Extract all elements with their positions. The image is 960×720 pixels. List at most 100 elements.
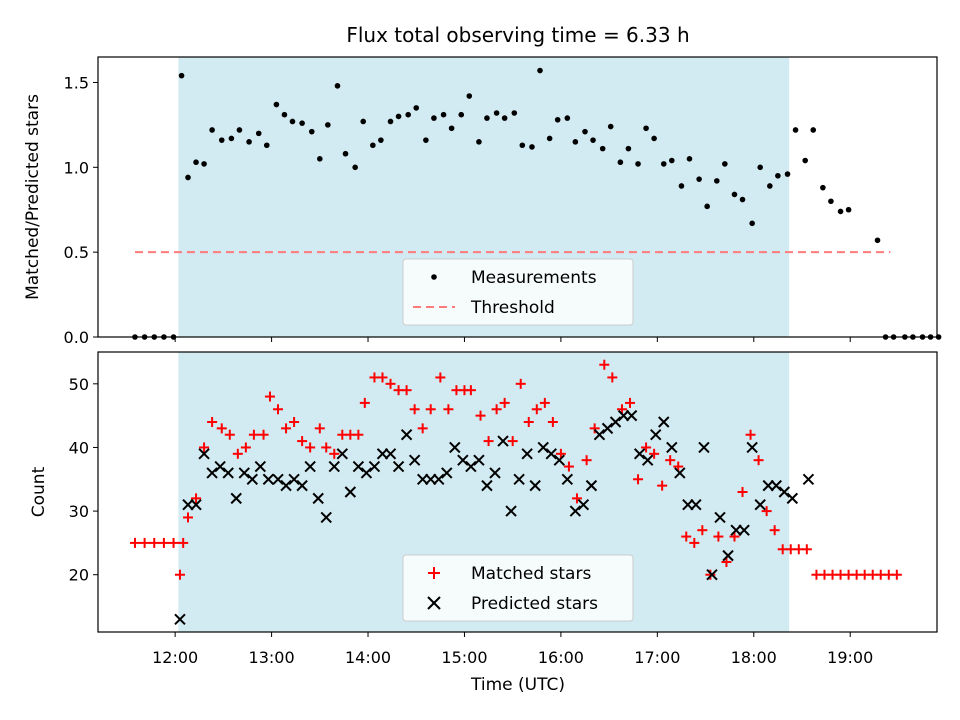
predicted-star-point [650, 429, 662, 441]
measurement-point [704, 203, 710, 210]
predicted-star-point [625, 409, 638, 422]
measurement-point [775, 172, 781, 179]
matched-star-point [697, 525, 708, 536]
measurement-point [342, 150, 349, 157]
measurement-point [651, 135, 657, 142]
y-tick-label: 1.5 [64, 73, 89, 92]
matched-star-point [281, 423, 292, 434]
matched-star-point [377, 372, 388, 383]
x-tick-label: 18:00 [731, 648, 777, 667]
measurement-point [476, 139, 482, 145]
predicted-star-point [288, 473, 300, 485]
matched-star-point [607, 372, 618, 383]
measurement-point [668, 157, 675, 164]
measurement-point [731, 191, 738, 198]
matched-star-point [563, 461, 574, 472]
matched-star-point [264, 391, 275, 402]
measurement-point [201, 161, 207, 167]
predicted-star-point [746, 441, 758, 454]
predicted-star-point [666, 441, 678, 454]
matched-star-point [689, 537, 700, 548]
predicted-star-point [441, 467, 453, 479]
matched-star-point [531, 404, 542, 415]
measurement-point [448, 125, 455, 132]
matched-star-point [289, 417, 300, 427]
measurement-point [529, 144, 535, 150]
predicted-star-point [368, 460, 381, 473]
matched-star-point [191, 493, 202, 504]
bottom-panel: 20 30 40 50 12:00 13:00 14:00 15:00 16:00 17:00 1… [29, 351, 938, 695]
measurement-point [749, 220, 755, 227]
measurement-point [554, 116, 561, 123]
measurement-point [537, 67, 543, 74]
matched-star-point [158, 537, 169, 548]
measurement-point [431, 115, 437, 121]
measurement-point [255, 130, 262, 137]
matched-star-point [359, 397, 370, 408]
matched-star-point [571, 493, 582, 504]
matched-star-point [129, 537, 140, 548]
predicted-star-point [706, 569, 718, 581]
measurement-point [792, 127, 799, 133]
top-legend: Measurements Threshold [402, 258, 634, 326]
measurement-point [209, 127, 215, 133]
measurement-point [273, 101, 280, 108]
predicted-star-point [738, 524, 750, 536]
measurement-point [722, 161, 728, 167]
measurement-point [413, 105, 420, 111]
measurement-point [714, 178, 720, 184]
top-chart-title: Flux total observing time = 6.33 h [346, 23, 689, 47]
matched-star-point [515, 378, 526, 389]
measurement-point [582, 128, 588, 135]
predicted-star-point [408, 454, 421, 466]
measurement-point [352, 164, 358, 171]
measurement-point [387, 118, 394, 125]
predicted-star-point [352, 460, 365, 473]
measurement-point [572, 139, 579, 145]
matched-star-point [248, 429, 259, 440]
matched-star-point [705, 569, 716, 580]
matched-star-point [329, 448, 340, 459]
bottom-x-axis-label: Time (UTC) [470, 675, 565, 695]
measurement-point [193, 159, 199, 166]
x-tick-label: 12:00 [152, 648, 198, 667]
bottom-legend-box [402, 554, 634, 622]
matched-star-point [599, 359, 610, 370]
measurement-point [484, 115, 490, 121]
x-tick-label: 13:00 [249, 648, 295, 667]
measurement-point [228, 135, 235, 142]
y-tick-label: 0.0 [64, 328, 89, 347]
matched-star-point [174, 569, 185, 580]
predicted-star-point [505, 505, 517, 517]
matched-star-point [657, 480, 668, 491]
bottom-legend: Matched stars Predicted stars [402, 554, 634, 622]
matched-star-point [761, 506, 772, 517]
matched-star-point [625, 397, 636, 408]
predicted-star-point [344, 486, 357, 498]
matched-star-point [589, 423, 600, 434]
predicted-star-point [497, 435, 509, 447]
matched-star-point [385, 378, 396, 389]
predicted-star-point [433, 473, 445, 485]
matched-star-point [178, 537, 189, 548]
measurement-point [767, 183, 773, 189]
predicted-star-point [537, 441, 549, 454]
predicted-star-point [246, 473, 259, 485]
matched-star-point [721, 557, 732, 567]
matched-star-point [633, 474, 644, 485]
predicted-star-point [392, 460, 405, 473]
predicted-star-point [272, 473, 284, 485]
predicted-star-point [513, 473, 525, 485]
predicted-star-point [320, 511, 332, 524]
predicted-star-point [601, 422, 614, 435]
predicted-star-point [238, 467, 250, 479]
measurement-point [281, 111, 288, 118]
predicted-star-point [206, 467, 218, 479]
measurement-point [299, 120, 305, 126]
predicted-star-point [174, 613, 186, 625]
matched-star-point [539, 397, 550, 408]
measurement-point [458, 111, 465, 118]
y-tick-label: 40 [69, 438, 89, 457]
matched-star-point [681, 531, 692, 542]
measurement-point [739, 196, 746, 203]
